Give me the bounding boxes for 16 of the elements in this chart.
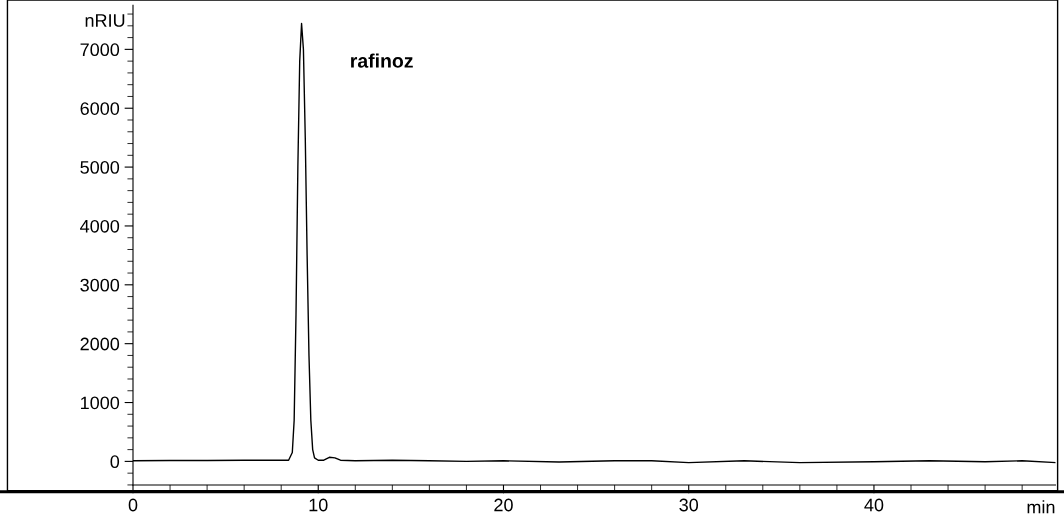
y-tick-label: 7000: [80, 43, 120, 57]
x-tick-label: 40: [864, 498, 884, 512]
x-tick-label: 20: [494, 498, 513, 512]
y-tick-label: 2000: [80, 337, 120, 351]
annotation: rafinoz: [351, 53, 413, 68]
x-tick-label: 30: [679, 498, 699, 512]
y-tick-label: 5000: [80, 161, 120, 174]
y-tick-label: 4000: [80, 219, 120, 233]
y-tick-label: 1000: [81, 396, 120, 410]
x-axis-title: min: [1027, 500, 1055, 514]
x-tick-label: 10: [309, 498, 328, 512]
y-tick-label: 6000: [80, 102, 120, 115]
y-tick-label: 3000: [80, 278, 120, 292]
y-tick-label: 0: [110, 455, 120, 469]
x-tick-label: 0: [128, 498, 138, 512]
y-axis-title: nRIU: [85, 14, 125, 27]
